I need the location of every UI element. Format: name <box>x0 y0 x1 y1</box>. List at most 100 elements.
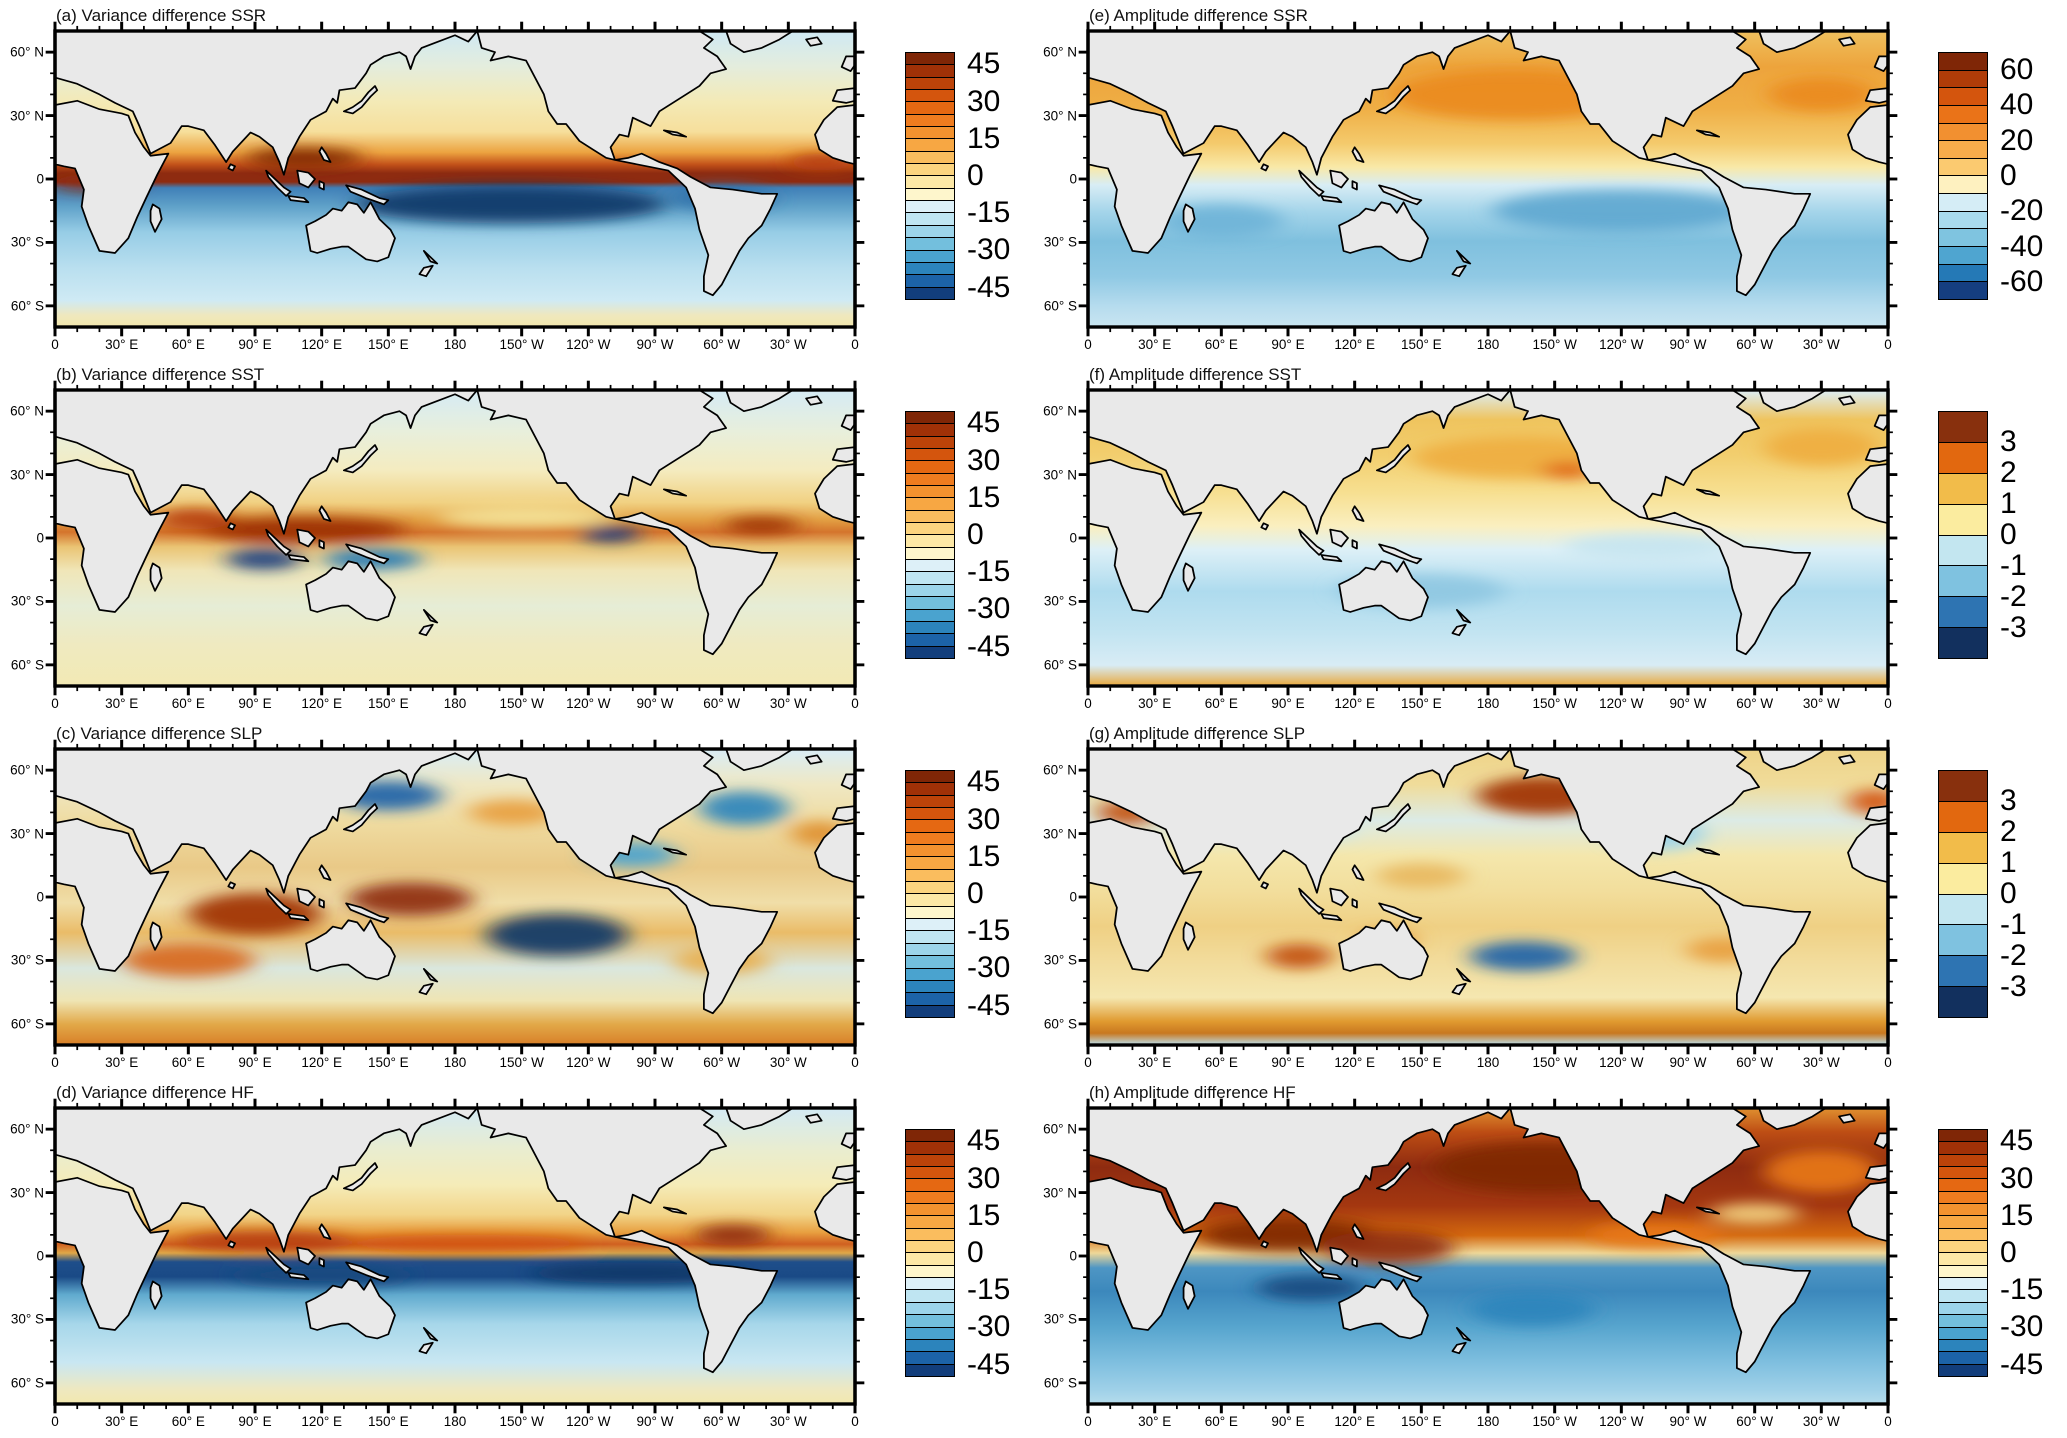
colorbar-segment <box>1939 69 1987 88</box>
colorbar-segment <box>1939 412 1987 442</box>
x-axis-label: 0 <box>1884 337 1892 352</box>
x-axis-label: 60° W <box>703 337 741 352</box>
colorbar-segment <box>906 274 954 287</box>
colorbar-segment <box>906 1004 954 1017</box>
colorbar-tick-label: 0 <box>2000 159 2017 192</box>
x-axis-label: 180 <box>1476 696 1500 711</box>
map-f <box>1078 380 1898 696</box>
colorbar-segment <box>1939 1301 1987 1315</box>
colorbar-segment <box>906 460 954 473</box>
y-axis-label: 30° N <box>1043 1185 1077 1201</box>
anomaly-blob <box>699 791 789 826</box>
colorbar-tick-label: 0 <box>2000 518 2017 551</box>
y-axis-label: 60° S <box>10 298 44 314</box>
colorbar-tick-label: -3 <box>2000 611 2027 644</box>
x-axis-label: 180 <box>1476 337 1500 352</box>
colorbar-segment <box>906 1277 954 1290</box>
continents <box>55 390 855 656</box>
colorbar-tick-label: -30 <box>967 951 1011 985</box>
colorbar-tick-label: -45 <box>967 1347 1011 1381</box>
colorbar-segment <box>1939 1153 1987 1167</box>
y-axis-label: 30° S <box>10 1311 44 1327</box>
map-plot <box>45 380 865 696</box>
colorbar-labels: 45 30 15 0 -15 -30 -45 <box>967 406 1037 662</box>
colorbar-tick-label: 0 <box>2000 877 2017 910</box>
colorbar-e <box>1938 52 1988 300</box>
y-axis-label: 0 <box>1069 171 1077 187</box>
map-frame <box>53 1106 857 1406</box>
colorbar-segment <box>906 942 954 956</box>
map-e <box>1078 21 1898 337</box>
colorbar-segment <box>1939 281 1987 299</box>
y-axis-label: 0 <box>36 171 44 187</box>
colorbar-segment <box>906 175 954 188</box>
x-axis-label: 90° W <box>1669 337 1707 352</box>
x-axis-label: 90° E <box>238 1414 272 1429</box>
panel-title: (g) Amplitude difference SLP <box>1089 724 1306 743</box>
colorbar-segment <box>906 412 954 424</box>
colorbar-segment <box>906 101 954 114</box>
field-f <box>1088 390 1888 686</box>
colorbar-segment <box>906 967 954 980</box>
colorbar-segment <box>1939 175 1987 194</box>
x-axis-label: 90° W <box>636 337 674 352</box>
colorbar-segment <box>1939 1240 1987 1253</box>
colorbar-tick-label: 0 <box>967 518 984 551</box>
colorbar-segment <box>906 1190 954 1204</box>
x-axis-label: 150° W <box>499 1414 544 1429</box>
colorbar-segment <box>1939 1252 1987 1265</box>
colorbar-segment <box>906 1141 954 1154</box>
colorbar-segment <box>906 881 954 894</box>
x-axis-label: 60° W <box>1736 696 1774 711</box>
colorbar-segment <box>906 596 954 609</box>
colorbar-segment <box>906 200 954 213</box>
map-frame <box>1086 747 1890 1047</box>
colorbar-segment <box>906 435 954 449</box>
colorbar-segment <box>1939 924 1987 956</box>
colorbar-segment <box>906 893 954 906</box>
map-plot <box>1078 21 1898 337</box>
anomaly-blob <box>468 799 558 826</box>
colorbar-segment <box>906 64 954 77</box>
x-axis-label: 0 <box>51 1055 59 1070</box>
x-axis-label: 90° W <box>636 1055 674 1070</box>
x-axis-label: 150° W <box>1532 696 1577 711</box>
anomaly-blob <box>1256 1275 1364 1301</box>
colorbar-a <box>905 52 955 300</box>
x-axis-label: 150° W <box>1532 1055 1577 1070</box>
colorbar-segment <box>1939 228 1987 247</box>
y-axis-label: 30° N <box>1043 826 1077 842</box>
x-axis-label: 0 <box>851 337 859 352</box>
x-axis-label: 60° E <box>171 1055 205 1070</box>
colorbar-tick-label: -15 <box>967 555 1011 589</box>
colorbar-segment <box>906 807 954 820</box>
colorbar-segment <box>1939 263 1987 282</box>
colorbar-segment <box>1939 53 1987 70</box>
x-axis-label: 90° E <box>1271 1055 1305 1070</box>
colorbar-tick-label: 45 <box>967 406 1001 440</box>
x-axis-label: 150° E <box>367 696 409 711</box>
colorbar-segment <box>906 979 954 993</box>
colorbar-segment <box>1939 565 1987 597</box>
colorbar-segment <box>906 1338 954 1352</box>
map-frame <box>1086 1106 1890 1406</box>
colorbar-segment <box>906 1227 954 1241</box>
colorbar-segment <box>906 771 954 783</box>
colorbar-segment <box>1939 472 1987 504</box>
colorbar-segment <box>1939 893 1987 925</box>
y-axis-label: 60° S <box>1043 1016 1077 1032</box>
colorbar-segment <box>906 955 954 968</box>
colorbar-tick-label: 45 <box>967 765 1001 799</box>
colorbar-tick-label: 0 <box>967 159 984 192</box>
colorbar-segment <box>906 224 954 238</box>
colorbar-segment <box>1939 1326 1987 1339</box>
x-axis-label: 30° W <box>769 1055 807 1070</box>
x-axis-label: 120° E <box>301 696 342 711</box>
colorbar-segment <box>906 918 954 931</box>
colorbar-h <box>1938 1129 1988 1377</box>
colorbar-segment <box>906 608 954 621</box>
anomaly-blob <box>1710 1203 1800 1225</box>
colorbar-tick-label: -40 <box>2000 229 2044 263</box>
y-axis: 60° N 30° N 0 30° S 60° S <box>1033 1108 1083 1404</box>
colorbar-tick-label: 0 <box>2000 1236 2017 1269</box>
